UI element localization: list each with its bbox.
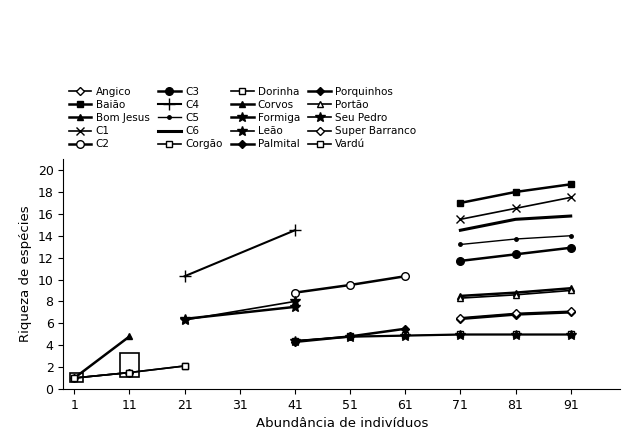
Vardú [126, 370, 134, 375]
Line: Dorinha: Dorinha [292, 331, 574, 344]
C5 [511, 236, 519, 242]
Line: Formiga: Formiga [180, 302, 300, 324]
Baião [456, 200, 464, 206]
Leão [181, 317, 189, 323]
C2 [346, 282, 354, 288]
Line: Palmital: Palmital [292, 326, 408, 345]
Portão [511, 292, 519, 297]
Corvos [456, 293, 464, 299]
Dorinha [567, 332, 575, 337]
Palmital [346, 334, 354, 339]
Corvos [511, 290, 519, 295]
Line: C6: C6 [460, 216, 571, 230]
Line: Portão: Portão [457, 287, 574, 301]
Line: Vardú: Vardú [71, 362, 188, 381]
Dorinha [346, 334, 354, 339]
Corgão [70, 375, 78, 381]
Line: Corgão: Corgão [71, 362, 188, 381]
Baião [511, 189, 519, 194]
Y-axis label: Riqueza de espécies: Riqueza de espécies [19, 206, 32, 343]
C4 [291, 228, 299, 233]
Bar [120, 353, 139, 377]
Seu Pedro [511, 332, 519, 337]
Vardú [181, 363, 189, 369]
Seu Pedro [567, 332, 575, 337]
C3 [567, 245, 575, 251]
Porquinhos [567, 310, 575, 315]
C1 [456, 217, 464, 222]
Angico [70, 375, 78, 381]
Seu Pedro [346, 334, 354, 339]
Bar [70, 373, 82, 382]
Baião [567, 182, 575, 187]
Porquinhos [511, 312, 519, 317]
Line: Corvos: Corvos [457, 285, 574, 299]
Legend: Angico, Baião, Bom Jesus, C1, C2, C3, C4, C5, C6, Corgão, Dorinha, Corvos, Formi: Angico, Baião, Bom Jesus, C1, C2, C3, C4… [68, 87, 417, 149]
Seu Pedro [401, 333, 409, 339]
Line: Bom Jesus: Bom Jesus [71, 333, 133, 381]
Vardú [70, 375, 78, 381]
Line: C1: C1 [456, 193, 575, 224]
Dorinha [456, 332, 464, 337]
Seu Pedro [291, 338, 299, 343]
C6 [567, 213, 575, 219]
C5 [567, 233, 575, 238]
Dorinha [401, 333, 409, 338]
C2 [291, 290, 299, 295]
C3 [456, 258, 464, 263]
Line: C2: C2 [291, 272, 409, 297]
Corgão [126, 370, 134, 375]
Line: Porquinhos: Porquinhos [457, 309, 574, 322]
Corgão [181, 363, 189, 369]
Line: Seu Pedro: Seu Pedro [290, 330, 575, 346]
C2 [401, 274, 409, 279]
Line: C5: C5 [457, 232, 574, 248]
Bom Jesus [70, 375, 78, 381]
Dorinha [511, 332, 519, 337]
Line: Super Barranco: Super Barranco [457, 308, 574, 321]
Portão [567, 288, 575, 293]
Super Barranco [567, 309, 575, 314]
Dorinha [291, 338, 299, 343]
C3 [511, 251, 519, 257]
Line: C4: C4 [179, 225, 301, 282]
Leão [291, 299, 299, 304]
Super Barranco [511, 311, 519, 316]
Angico [126, 370, 134, 375]
C4 [181, 274, 189, 279]
Corvos [567, 286, 575, 291]
C6 [456, 228, 464, 233]
Line: Angico: Angico [71, 370, 132, 381]
Line: C3: C3 [456, 244, 575, 265]
C6 [511, 217, 519, 222]
C1 [567, 195, 575, 200]
Super Barranco [456, 315, 464, 320]
Bom Jesus [126, 334, 134, 339]
Seu Pedro [456, 332, 464, 337]
X-axis label: Abundância de indivíduos: Abundância de indivíduos [256, 417, 428, 430]
Porquinhos [456, 316, 464, 322]
Palmital [401, 326, 409, 332]
Formiga [291, 304, 299, 309]
Line: Leão: Leão [180, 297, 300, 325]
Formiga [181, 316, 189, 322]
C1 [511, 206, 519, 211]
Palmital [291, 339, 299, 345]
Portão [456, 295, 464, 301]
C5 [456, 242, 464, 247]
Line: Baião: Baião [457, 181, 574, 206]
